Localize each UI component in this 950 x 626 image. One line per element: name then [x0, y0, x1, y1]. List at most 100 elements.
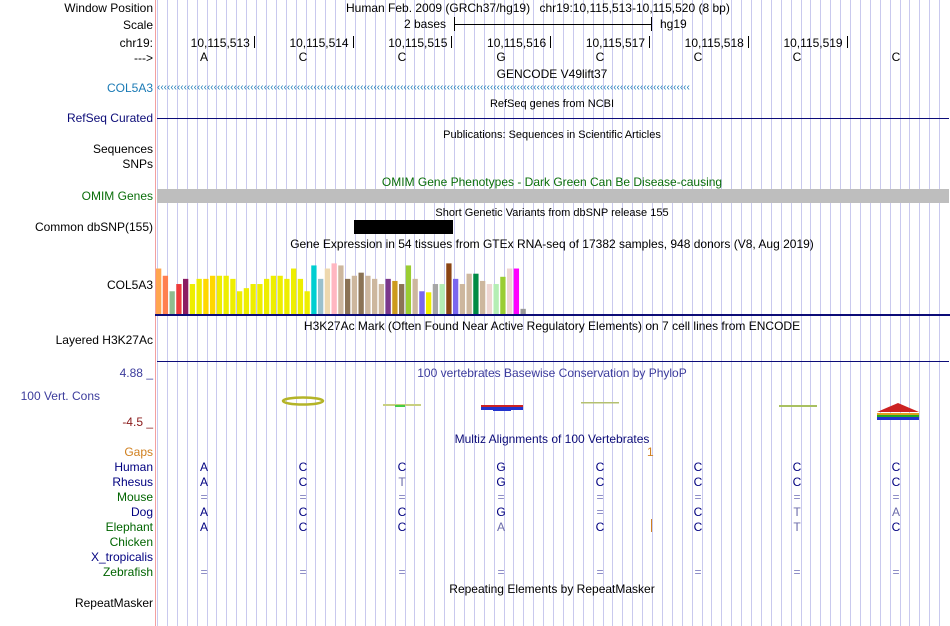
gtex-bar[interactable] [318, 278, 324, 314]
gtex-expression-chart[interactable] [155, 252, 545, 314]
gtex-bar[interactable] [176, 284, 182, 314]
position-text[interactable]: chr19:10,115,513-10,115,520 (8 bp) [539, 1, 730, 15]
gtex-bar[interactable] [311, 265, 317, 314]
gtex-bar[interactable] [405, 265, 412, 314]
dbsnp-variant[interactable] [354, 220, 453, 234]
h3k27ac-track-title: H3K27Ac Mark (Often Found Near Active Re… [303, 319, 801, 333]
gtex-bar[interactable] [277, 275, 283, 314]
alignment-base: A [891, 505, 900, 519]
species-label-elephant[interactable]: Elephant [105, 520, 153, 534]
gtex-bar[interactable] [183, 278, 189, 314]
gtex-bar[interactable] [507, 268, 513, 314]
gtex-bar[interactable] [210, 275, 216, 314]
gtex-bar[interactable] [378, 284, 385, 314]
snps-track-label[interactable]: SNPs [122, 157, 153, 171]
gtex-track-label[interactable]: COL5A3 [106, 278, 153, 292]
gtex-bar[interactable] [230, 278, 236, 314]
species-label-dog[interactable]: Dog [130, 505, 153, 519]
gtex-bar[interactable] [480, 280, 486, 314]
gtex-bar[interactable] [243, 288, 250, 314]
gtex-bar[interactable] [223, 275, 229, 314]
gtex-bar[interactable] [162, 275, 169, 314]
alignment-base: G [496, 475, 506, 489]
phylop-logo[interactable] [155, 390, 950, 430]
gtex-bar[interactable] [453, 278, 459, 314]
gtex-bar[interactable] [345, 278, 351, 314]
coordinate-tick [550, 36, 551, 48]
gtex-bar[interactable] [459, 284, 466, 314]
gencode-gene-label[interactable]: COL5A3 [106, 81, 153, 95]
gtex-bar[interactable] [358, 272, 364, 314]
gtex-bar[interactable] [372, 278, 378, 314]
gtex-bar[interactable] [412, 278, 418, 314]
gtex-bar[interactable] [264, 278, 270, 314]
scale-bar [454, 24, 652, 25]
guide-line [860, 0, 861, 626]
species-label-mouse[interactable]: Mouse [116, 490, 153, 504]
gtex-bar[interactable] [338, 265, 344, 314]
gtex-bar[interactable] [237, 291, 243, 314]
gtex-bar[interactable] [426, 292, 432, 314]
gencode-track-title: GENCODE V49lift37 [496, 67, 608, 81]
gtex-bar[interactable] [392, 280, 398, 314]
gtex-bar[interactable] [331, 263, 337, 314]
gtex-bar[interactable] [385, 278, 391, 314]
gtex-bar[interactable] [493, 284, 499, 314]
gtex-bar[interactable] [216, 275, 223, 314]
omim-gene-bar[interactable] [157, 189, 949, 203]
gtex-bar[interactable] [156, 268, 162, 314]
alignment-base: = [497, 490, 505, 504]
refseq-track-label[interactable]: RefSeq Curated [66, 111, 153, 125]
gtex-bar[interactable] [351, 275, 358, 314]
gtex-bar[interactable] [473, 273, 479, 314]
gtex-bar[interactable] [284, 278, 290, 314]
guide-line [781, 0, 782, 626]
h3k27ac-track-label[interactable]: Layered H3K27Ac [55, 333, 153, 347]
gtex-bar[interactable] [399, 284, 405, 314]
dbsnp-track-label[interactable]: Common dbSNP(155) [34, 220, 153, 234]
species-label-rhesus[interactable]: Rhesus [112, 475, 153, 489]
alignment-base: T [793, 505, 801, 519]
gtex-bar[interactable] [270, 275, 277, 314]
alignment-base: = [398, 490, 406, 504]
gtex-bar[interactable] [365, 275, 371, 314]
gtex-bar[interactable] [324, 268, 331, 314]
guide-line [761, 0, 762, 626]
gaps-label[interactable]: Gaps [124, 445, 153, 459]
gtex-bar[interactable] [486, 284, 493, 314]
gtex-bar[interactable] [291, 268, 297, 314]
gtex-bar[interactable] [297, 278, 304, 314]
phylop-track-label[interactable]: 100 Vert. Cons [20, 389, 100, 403]
gtex-bar[interactable] [203, 278, 209, 314]
gtex-bar[interactable] [466, 273, 472, 314]
phylop-max-label: 4.88 _ [119, 366, 153, 380]
gtex-bar[interactable] [189, 284, 196, 314]
gtex-bar[interactable] [439, 284, 445, 314]
gtex-bar[interactable] [196, 278, 202, 314]
gtex-bar[interactable] [432, 284, 439, 314]
species-label-x_tropicalis[interactable]: X_tropicalis [90, 550, 153, 564]
omim-track-title: OMIM Gene Phenotypes - Dark Green Can Be… [381, 175, 723, 189]
gtex-bar[interactable] [500, 276, 506, 314]
sequences-track-label[interactable]: Sequences [92, 142, 153, 156]
gtex-bar[interactable] [513, 268, 520, 314]
gtex-bar[interactable] [446, 263, 452, 314]
alignment-base: = [596, 490, 604, 504]
logo-g-516-blue [481, 407, 523, 410]
species-label-human[interactable]: Human [114, 460, 153, 474]
refseq-gene-line[interactable] [157, 118, 949, 119]
species-label-zebrafish[interactable]: Zebrafish [102, 565, 153, 579]
guide-line [662, 0, 663, 626]
gtex-bar[interactable] [250, 284, 256, 314]
gtex-bar[interactable] [520, 308, 526, 314]
gtex-bar[interactable] [169, 291, 175, 314]
gtex-bar[interactable] [304, 291, 310, 314]
gtex-bar[interactable] [419, 291, 425, 314]
repeatmasker-track-label[interactable]: RepeatMasker [74, 596, 153, 610]
gencode-gene-line[interactable]: ‹‹‹‹‹‹‹‹‹‹‹‹‹‹‹‹‹‹‹‹‹‹‹‹‹‹‹‹‹‹‹‹‹‹‹‹‹‹‹‹… [157, 82, 690, 93]
gtex-bar[interactable] [257, 284, 263, 314]
species-label-chicken[interactable]: Chicken [109, 535, 153, 549]
label-divider [155, 0, 156, 626]
omim-track-label[interactable]: OMIM Genes [81, 189, 153, 203]
reference-base: C [298, 50, 308, 64]
